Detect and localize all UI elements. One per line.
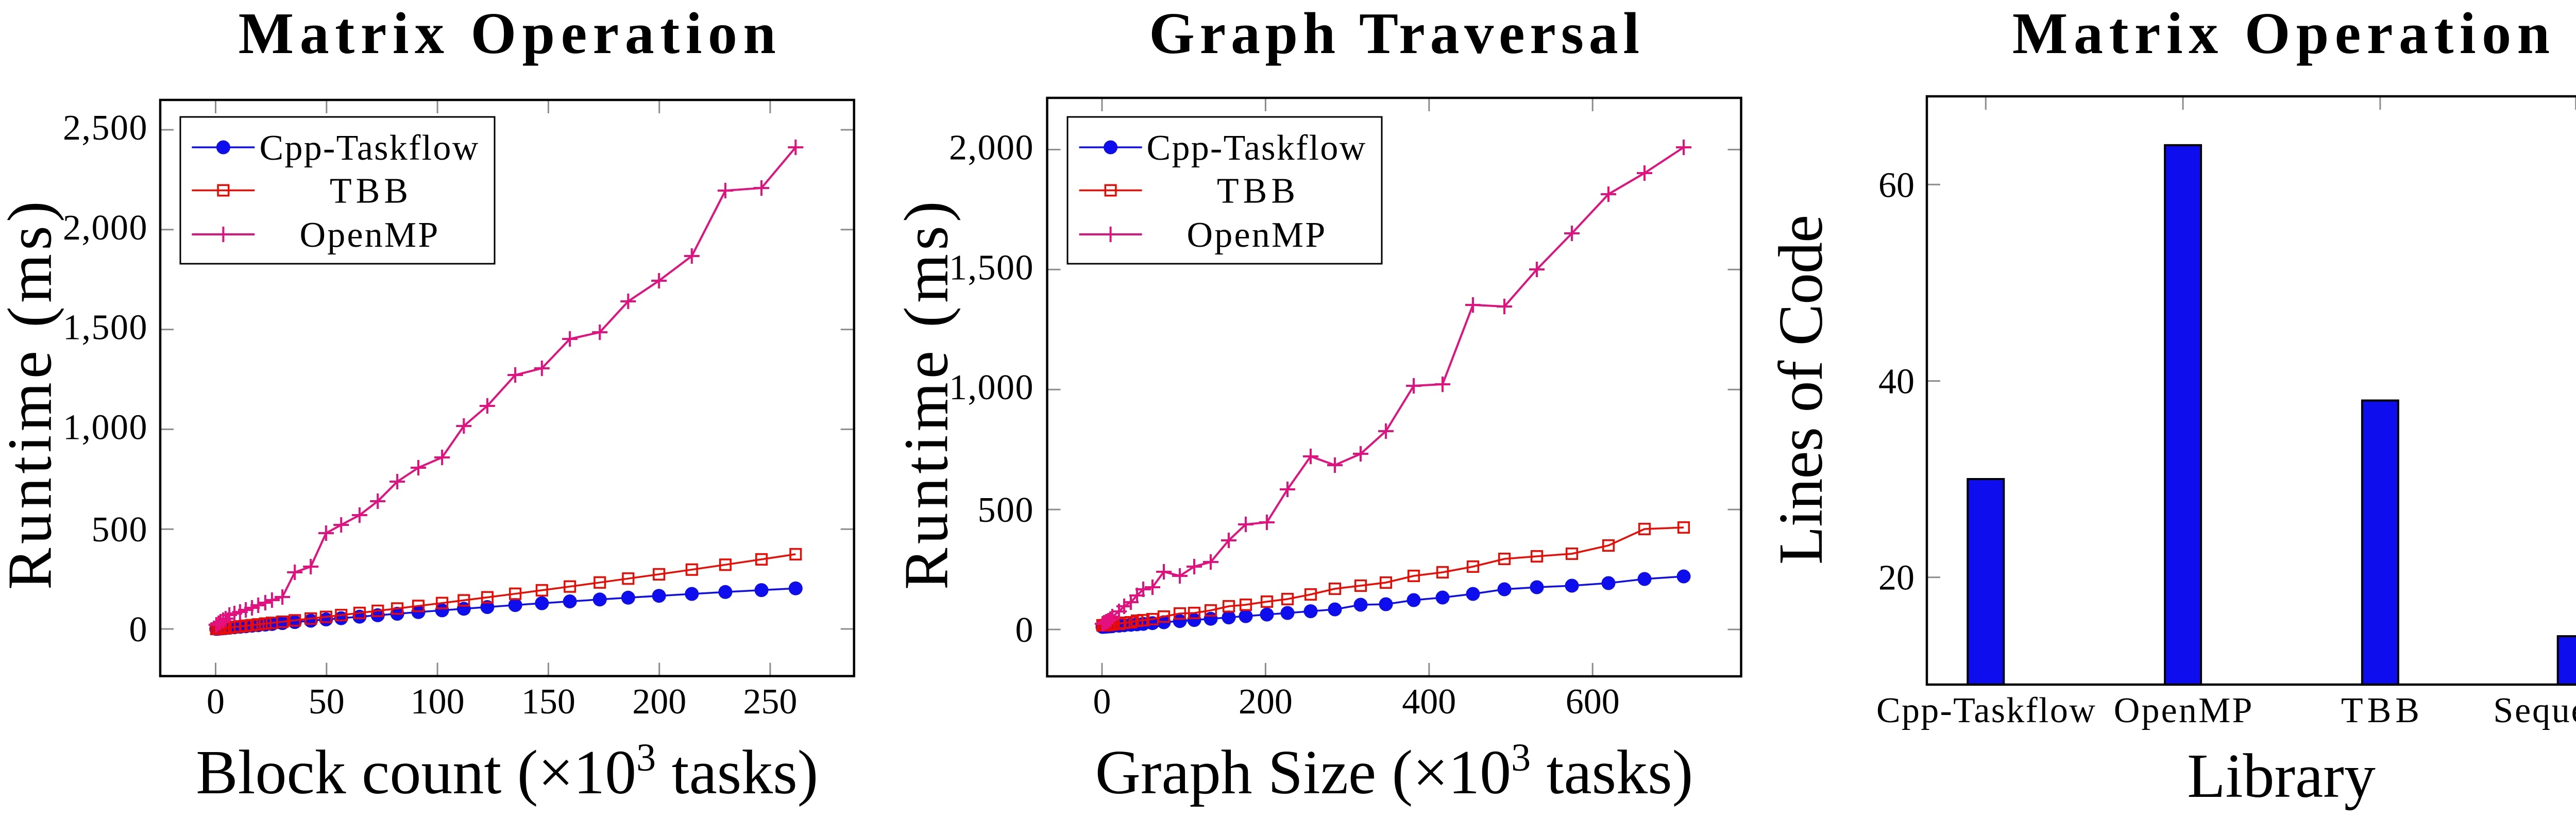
svg-text:Cpp-Taskflow: Cpp-Taskflow xyxy=(259,128,479,168)
svg-text:OpenMP: OpenMP xyxy=(2114,691,2254,730)
svg-text:Matrix Operation: Matrix Operation xyxy=(239,1,782,66)
svg-text:0: 0 xyxy=(1015,610,1035,650)
svg-text:2,000: 2,000 xyxy=(63,208,148,248)
svg-text:Sequential: Sequential xyxy=(2493,691,2576,730)
svg-text:Cpp-Taskflow: Cpp-Taskflow xyxy=(1876,691,2096,730)
svg-text:600: 600 xyxy=(1566,682,1620,722)
svg-text:0: 0 xyxy=(1093,682,1111,722)
svg-text:Runtime (ms): Runtime (ms) xyxy=(892,197,961,590)
svg-text:1,500: 1,500 xyxy=(63,308,148,348)
svg-text:Block count (×103 tasks): Block count (×103 tasks) xyxy=(196,736,818,807)
svg-text:250: 250 xyxy=(743,682,797,722)
svg-text:20: 20 xyxy=(1878,558,1914,598)
svg-text:2,000: 2,000 xyxy=(949,128,1034,167)
svg-text:1,500: 1,500 xyxy=(949,248,1034,287)
svg-text:Cpp-Taskflow: Cpp-Taskflow xyxy=(1146,128,1366,168)
svg-text:OpenMP: OpenMP xyxy=(1187,215,1327,255)
svg-text:Graph Traversal: Graph Traversal xyxy=(1149,1,1644,66)
svg-text:1,000: 1,000 xyxy=(63,407,148,447)
svg-text:Library: Library xyxy=(2187,741,2376,811)
svg-text:200: 200 xyxy=(1239,682,1293,722)
svg-text:400: 400 xyxy=(1402,682,1456,722)
svg-text:TBB: TBB xyxy=(2341,691,2424,730)
svg-text:50: 50 xyxy=(309,682,345,722)
svg-text:100: 100 xyxy=(411,682,465,722)
svg-text:Runtime (ms): Runtime (ms) xyxy=(0,197,65,590)
svg-text:150: 150 xyxy=(521,682,575,722)
svg-text:Matrix Operation: Matrix Operation xyxy=(2012,1,2556,66)
svg-text:TBB: TBB xyxy=(1217,172,1299,211)
svg-text:Lines of Code: Lines of Code xyxy=(1766,215,1836,565)
svg-text:2,500: 2,500 xyxy=(63,108,148,148)
svg-text:500: 500 xyxy=(978,490,1035,530)
svg-text:Graph Size (×103 tasks): Graph Size (×103 tasks) xyxy=(1095,736,1693,807)
svg-text:0: 0 xyxy=(207,682,225,722)
svg-text:1,000: 1,000 xyxy=(949,368,1034,407)
svg-text:200: 200 xyxy=(632,682,686,722)
svg-text:40: 40 xyxy=(1878,362,1914,402)
svg-text:60: 60 xyxy=(1878,165,1914,205)
svg-text:0: 0 xyxy=(129,610,148,650)
svg-text:OpenMP: OpenMP xyxy=(300,215,440,255)
svg-text:TBB: TBB xyxy=(330,172,412,211)
svg-text:500: 500 xyxy=(92,510,148,550)
